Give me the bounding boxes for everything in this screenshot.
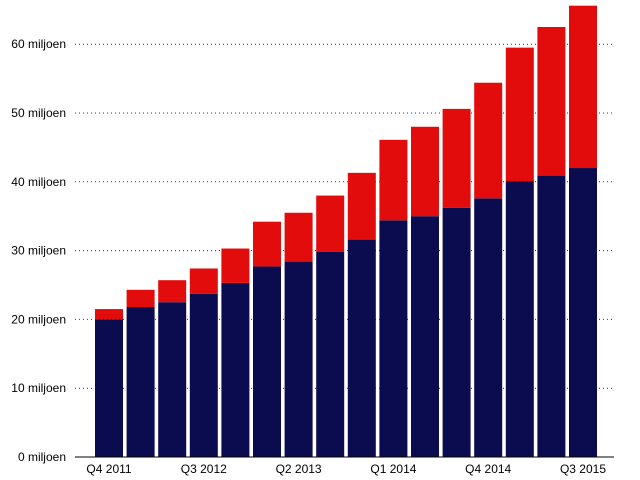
- bar-segment-base: [474, 198, 503, 457]
- y-axis-tick-labels: 0 miljoen 10 miljoen 20 miljoen 30 miljoen 4…: [11, 37, 66, 464]
- bar-segment-top: [379, 139, 408, 221]
- bar-segment-top: [189, 268, 218, 294]
- x-tick-label: Q4 2014: [465, 462, 511, 476]
- y-tick-label: 60 miljoen: [11, 37, 66, 51]
- bar-segment-base: [253, 266, 281, 457]
- bar-segment-top: [126, 289, 155, 308]
- bar-segment-top: [569, 5, 597, 169]
- bar-segment-top: [347, 172, 376, 240]
- bar-segment-base: [569, 168, 597, 458]
- bar-segment-top: [284, 212, 313, 262]
- x-tick-label: Q3 2015: [560, 462, 606, 476]
- x-tick-label: Q3 2012: [181, 462, 227, 476]
- y-tick-label: 40 miljoen: [11, 175, 66, 189]
- bar-segment-top: [442, 108, 471, 208]
- bars: [95, 5, 597, 458]
- bar-segment-base: [379, 220, 408, 457]
- bar-segment-base: [158, 302, 187, 457]
- x-tick-label: Q4 2011: [86, 462, 131, 476]
- bar-segment-base: [126, 307, 155, 457]
- bar-segment-top: [95, 309, 123, 320]
- bar-segment-base: [221, 282, 250, 457]
- bar-segment-top: [537, 27, 566, 176]
- y-tick-label: 20 miljoen: [11, 312, 66, 326]
- bar-segment-top: [316, 195, 345, 252]
- x-tick-label: Q2 2013: [276, 462, 322, 476]
- bar-segment-base: [442, 207, 471, 457]
- x-axis-tick-labels: Q4 2011 Q3 2012 Q2 2013 Q1 2014 Q4 2014 Q3 20…: [86, 462, 606, 476]
- bar-segment-top: [505, 47, 534, 182]
- bar-segment-base: [537, 175, 566, 457]
- y-tick-label: 0 miljoen: [18, 450, 66, 464]
- bar-segment-base: [411, 216, 439, 457]
- x-tick-label: Q1 2014: [370, 462, 416, 476]
- bar-segment-base: [189, 293, 218, 457]
- bar-segment-top: [474, 82, 503, 199]
- bar-segment-top: [253, 221, 281, 267]
- bar-segment-base: [316, 251, 345, 457]
- bar-segment-base: [347, 239, 376, 457]
- y-tick-label: 30 miljoen: [11, 244, 66, 258]
- y-tick-label: 50 miljoen: [11, 106, 66, 120]
- bar-segment-base: [284, 261, 313, 457]
- bar-segment-base: [505, 181, 534, 457]
- bar-segment-top: [158, 280, 187, 303]
- bar-segment-base: [95, 319, 123, 457]
- bar-segment-top: [221, 248, 250, 283]
- bar-segment-top: [411, 126, 439, 217]
- y-tick-label: 10 miljoen: [11, 381, 66, 395]
